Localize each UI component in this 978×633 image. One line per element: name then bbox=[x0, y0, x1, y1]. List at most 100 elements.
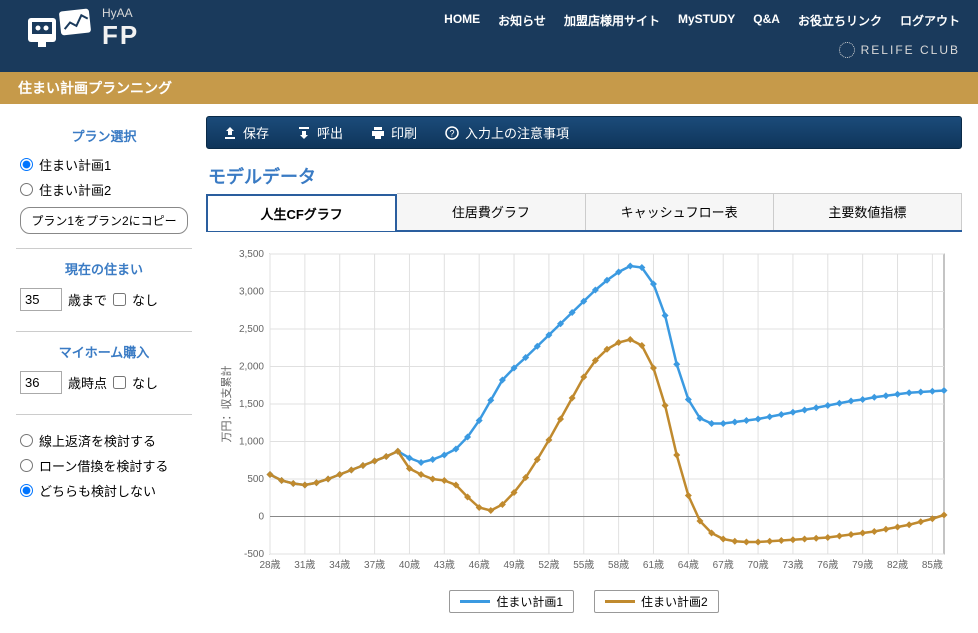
nav-link-4[interactable]: Q&A bbox=[753, 12, 780, 29]
current-home-heading: 現在の住まい bbox=[20, 259, 188, 278]
tab-3[interactable]: 主要数値指標 bbox=[774, 193, 962, 230]
svg-text:70歳: 70歳 bbox=[748, 559, 769, 571]
svg-text:67歳: 67歳 bbox=[713, 559, 734, 571]
svg-text:?: ? bbox=[450, 128, 455, 138]
svg-text:43歳: 43歳 bbox=[434, 559, 455, 571]
svg-text:2,000: 2,000 bbox=[239, 362, 264, 373]
chart-legend: 住まい計画1 住まい計画2 bbox=[214, 590, 954, 613]
page-subtitle: 住まい計画プランニング bbox=[0, 72, 978, 104]
chart-area: -50005001,0001,5002,0002,5003,0003,50028… bbox=[206, 232, 962, 621]
legend-item-0: 住まい計画1 bbox=[449, 590, 574, 613]
review-option-1: ローン借換を検討する bbox=[20, 456, 188, 475]
svg-text:37歳: 37歳 bbox=[364, 559, 385, 571]
print-button[interactable]: 印刷 bbox=[371, 123, 417, 142]
nav-link-5[interactable]: お役立ちリンク bbox=[798, 12, 882, 29]
notes-button[interactable]: ? 入力上の注意事項 bbox=[445, 123, 569, 142]
svg-text:52歳: 52歳 bbox=[538, 559, 559, 571]
action-toolbar: 保存 呼出 印刷 ? 入力上の注意事項 bbox=[206, 116, 962, 149]
svg-text:3,500: 3,500 bbox=[239, 249, 264, 260]
myhome-none-label: なし bbox=[132, 373, 158, 392]
save-button[interactable]: 保存 bbox=[223, 123, 269, 142]
review-radio-2[interactable] bbox=[20, 484, 33, 497]
legend-item-1: 住まい計画2 bbox=[594, 590, 719, 613]
tab-0[interactable]: 人生CFグラフ bbox=[206, 194, 397, 231]
brand-name: HyAA bbox=[102, 6, 139, 20]
review-label-2: どちらも検討しない bbox=[39, 481, 156, 500]
legend-swatch-1 bbox=[605, 600, 635, 603]
svg-text:3,000: 3,000 bbox=[239, 287, 264, 298]
notes-label: 入力上の注意事項 bbox=[465, 123, 569, 142]
nav-link-6[interactable]: ログアウト bbox=[900, 12, 960, 29]
section-title: モデルデータ bbox=[208, 163, 962, 189]
plan-radio-1[interactable] bbox=[20, 183, 33, 196]
save-icon bbox=[223, 126, 237, 140]
review-radio-0[interactable] bbox=[20, 434, 33, 447]
myhome-age-input[interactable] bbox=[20, 371, 62, 394]
app-header: HyAA FP HOME お知らせ 加盟店様用サイト MySTUDY Q&A お役立ちリン… bbox=[0, 0, 978, 72]
subbrand-text: RELIFE CLUB bbox=[861, 43, 960, 57]
svg-text:0: 0 bbox=[258, 512, 264, 523]
myhome-block: マイホーム購入 歳時点 なし bbox=[16, 332, 192, 415]
svg-text:28歳: 28歳 bbox=[259, 559, 280, 571]
review-block: 線上返済を検討するローン借換を検討するどちらも検討しない bbox=[16, 415, 192, 520]
nav-link-2[interactable]: 加盟店様用サイト bbox=[564, 12, 660, 29]
load-icon bbox=[297, 126, 311, 140]
logo-text: FP bbox=[102, 20, 139, 51]
current-home-suffix: 歳まで bbox=[68, 290, 107, 309]
current-home-none-label: なし bbox=[132, 290, 158, 309]
subbrand-icon bbox=[839, 42, 855, 58]
tab-2[interactable]: キャッシュフロー表 bbox=[586, 193, 774, 230]
save-label: 保存 bbox=[243, 123, 269, 142]
help-icon: ? bbox=[445, 126, 459, 140]
legend-label-0: 住まい計画1 bbox=[496, 593, 563, 610]
logo-area: HyAA FP bbox=[26, 6, 139, 51]
current-home-none-checkbox[interactable] bbox=[113, 293, 126, 306]
svg-text:46歳: 46歳 bbox=[469, 559, 490, 571]
svg-text:61歳: 61歳 bbox=[643, 559, 664, 571]
svg-text:-500: -500 bbox=[244, 549, 264, 560]
svg-text:1,500: 1,500 bbox=[239, 399, 264, 410]
copy-plan-button[interactable]: プラン1をプラン2にコピー bbox=[20, 207, 188, 234]
top-nav: HOME お知らせ 加盟店様用サイト MySTUDY Q&A お役立ちリンク ログアウト bbox=[444, 12, 960, 29]
svg-text:82歳: 82歳 bbox=[887, 559, 908, 571]
app-logo-icon bbox=[26, 8, 94, 50]
chart-tabs: 人生CFグラフ住居費グラフキャッシュフロー表主要数値指標 bbox=[206, 193, 962, 232]
plan-radio-0[interactable] bbox=[20, 158, 33, 171]
review-option-2: どちらも検討しない bbox=[20, 481, 188, 500]
svg-text:64歳: 64歳 bbox=[678, 559, 699, 571]
svg-text:49歳: 49歳 bbox=[503, 559, 524, 571]
legend-label-1: 住まい計画2 bbox=[641, 593, 708, 610]
svg-text:34歳: 34歳 bbox=[329, 559, 350, 571]
nav-link-1[interactable]: お知らせ bbox=[498, 12, 546, 29]
legend-swatch-0 bbox=[460, 600, 490, 603]
plan-option-0: 住まい計画1 bbox=[20, 155, 188, 174]
main-panel: 保存 呼出 印刷 ? 入力上の注意事項 モデルデータ 人生CFグラフ住居費グラフ… bbox=[206, 116, 962, 621]
sidebar: プラン選択 住まい計画1住まい計画2 プラン1をプラン2にコピー 現在の住まい … bbox=[16, 116, 192, 520]
load-label: 呼出 bbox=[317, 123, 343, 142]
plan-label-1: 住まい計画2 bbox=[39, 180, 111, 199]
svg-text:40歳: 40歳 bbox=[399, 559, 420, 571]
current-home-block: 現在の住まい 歳まで なし bbox=[16, 249, 192, 332]
plan-option-1: 住まい計画2 bbox=[20, 180, 188, 199]
svg-text:55歳: 55歳 bbox=[573, 559, 594, 571]
load-button[interactable]: 呼出 bbox=[297, 123, 343, 142]
svg-text:85歳: 85歳 bbox=[922, 559, 943, 571]
myhome-heading: マイホーム購入 bbox=[20, 342, 188, 361]
current-home-age-input[interactable] bbox=[20, 288, 62, 311]
life-cf-chart: -50005001,0001,5002,0002,5003,0003,50028… bbox=[214, 244, 954, 584]
svg-text:76歳: 76歳 bbox=[817, 559, 838, 571]
svg-text:73歳: 73歳 bbox=[782, 559, 803, 571]
myhome-none-checkbox[interactable] bbox=[113, 376, 126, 389]
svg-text:500: 500 bbox=[247, 474, 264, 485]
svg-text:31歳: 31歳 bbox=[294, 559, 315, 571]
nav-link-3[interactable]: MySTUDY bbox=[678, 12, 735, 29]
tab-1[interactable]: 住居費グラフ bbox=[397, 193, 585, 230]
review-label-0: 線上返済を検討する bbox=[39, 431, 156, 450]
svg-text:1,000: 1,000 bbox=[239, 437, 264, 448]
review-radio-1[interactable] bbox=[20, 459, 33, 472]
svg-text:万円：収支累計: 万円：収支累計 bbox=[219, 366, 233, 443]
review-option-0: 線上返済を検討する bbox=[20, 431, 188, 450]
svg-text:79歳: 79歳 bbox=[852, 559, 873, 571]
myhome-suffix: 歳時点 bbox=[68, 373, 107, 392]
nav-link-0[interactable]: HOME bbox=[444, 12, 480, 29]
